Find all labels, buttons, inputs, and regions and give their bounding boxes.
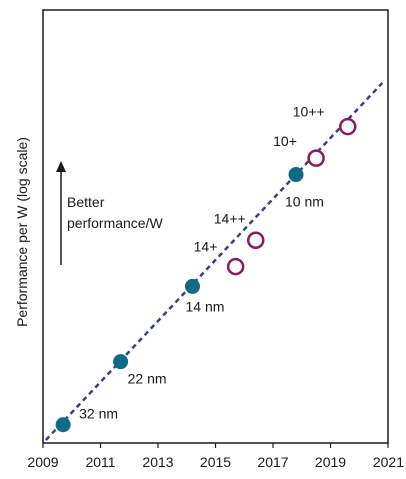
point-labels: 32 nm 22 nm 14 nm 10 nm 14+ 14++ 10+ 10++ <box>79 104 325 422</box>
data-point-label: 10++ <box>293 104 325 120</box>
filled-data-point <box>288 167 304 183</box>
annotation-line-2: performance/W <box>67 215 163 231</box>
x-tick-label: 2017 <box>257 454 288 470</box>
x-tick-label: 2015 <box>200 454 231 470</box>
data-point-label: 14 nm <box>186 298 225 314</box>
data-point-label: 10+ <box>273 133 297 149</box>
data-point-label: 10 nm <box>285 194 324 210</box>
x-tick-label: 2011 <box>85 454 115 470</box>
data-point-label: 32 nm <box>79 406 118 422</box>
data-point-label: 14+ <box>194 239 218 255</box>
x-tick-label: 2013 <box>142 454 173 470</box>
open-data-point <box>247 231 265 250</box>
x-axis-ticks: 2009 2011 2013 2015 2017 2019 2021 <box>27 443 404 470</box>
open-data-point <box>307 149 325 167</box>
data-point-label: 14++ <box>214 210 246 226</box>
trend-line <box>44 82 384 441</box>
x-tick-label: 2021 <box>373 454 404 470</box>
data-point-label: 22 nm <box>128 371 167 387</box>
trend-line-group <box>44 82 384 441</box>
x-tick-label: 2019 <box>315 454 346 470</box>
y-axis-label: Performance per W (log scale) <box>14 137 30 327</box>
data-points <box>55 117 357 433</box>
up-arrow-icon <box>56 161 66 172</box>
filled-data-point <box>113 354 129 370</box>
better-performance-annotation: Better performance/W <box>56 161 163 265</box>
x-tick-label: 2009 <box>27 454 58 470</box>
open-data-point <box>226 257 245 276</box>
filled-data-point <box>55 417 71 433</box>
open-data-point <box>339 117 357 136</box>
filled-data-point <box>185 278 200 294</box>
annotation-line-1: Better <box>67 194 105 210</box>
